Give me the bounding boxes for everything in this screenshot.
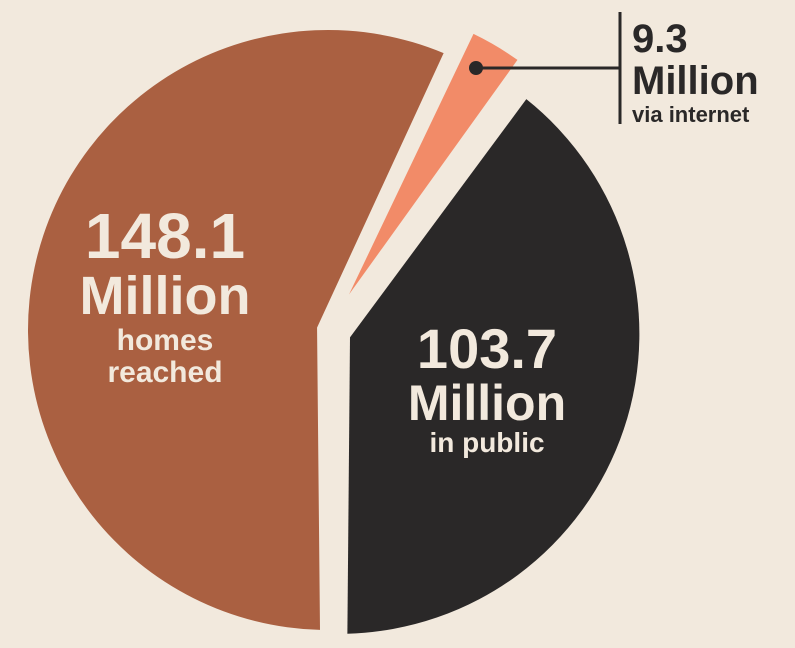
- callout-via-internet: [469, 12, 622, 124]
- pie-slice-0: [27, 29, 444, 630]
- pie-slice-2: [347, 99, 640, 634]
- slice-unit-2: Million: [408, 375, 566, 431]
- pie-slice-1: [348, 33, 518, 295]
- slice-value-2: 103.7: [417, 317, 557, 380]
- slice-caption-2-0: in public: [429, 427, 544, 458]
- slice-value-0: 148.1: [85, 200, 245, 272]
- slice-unit-1: Million: [632, 59, 759, 103]
- slice-value-1: 9.3: [632, 17, 688, 61]
- slice-caption-1-0: via internet: [632, 102, 750, 127]
- slice-caption-0-0: homes: [117, 324, 214, 357]
- slice-caption-0-1: reached: [107, 356, 222, 389]
- slice-unit-0: Million: [80, 266, 251, 326]
